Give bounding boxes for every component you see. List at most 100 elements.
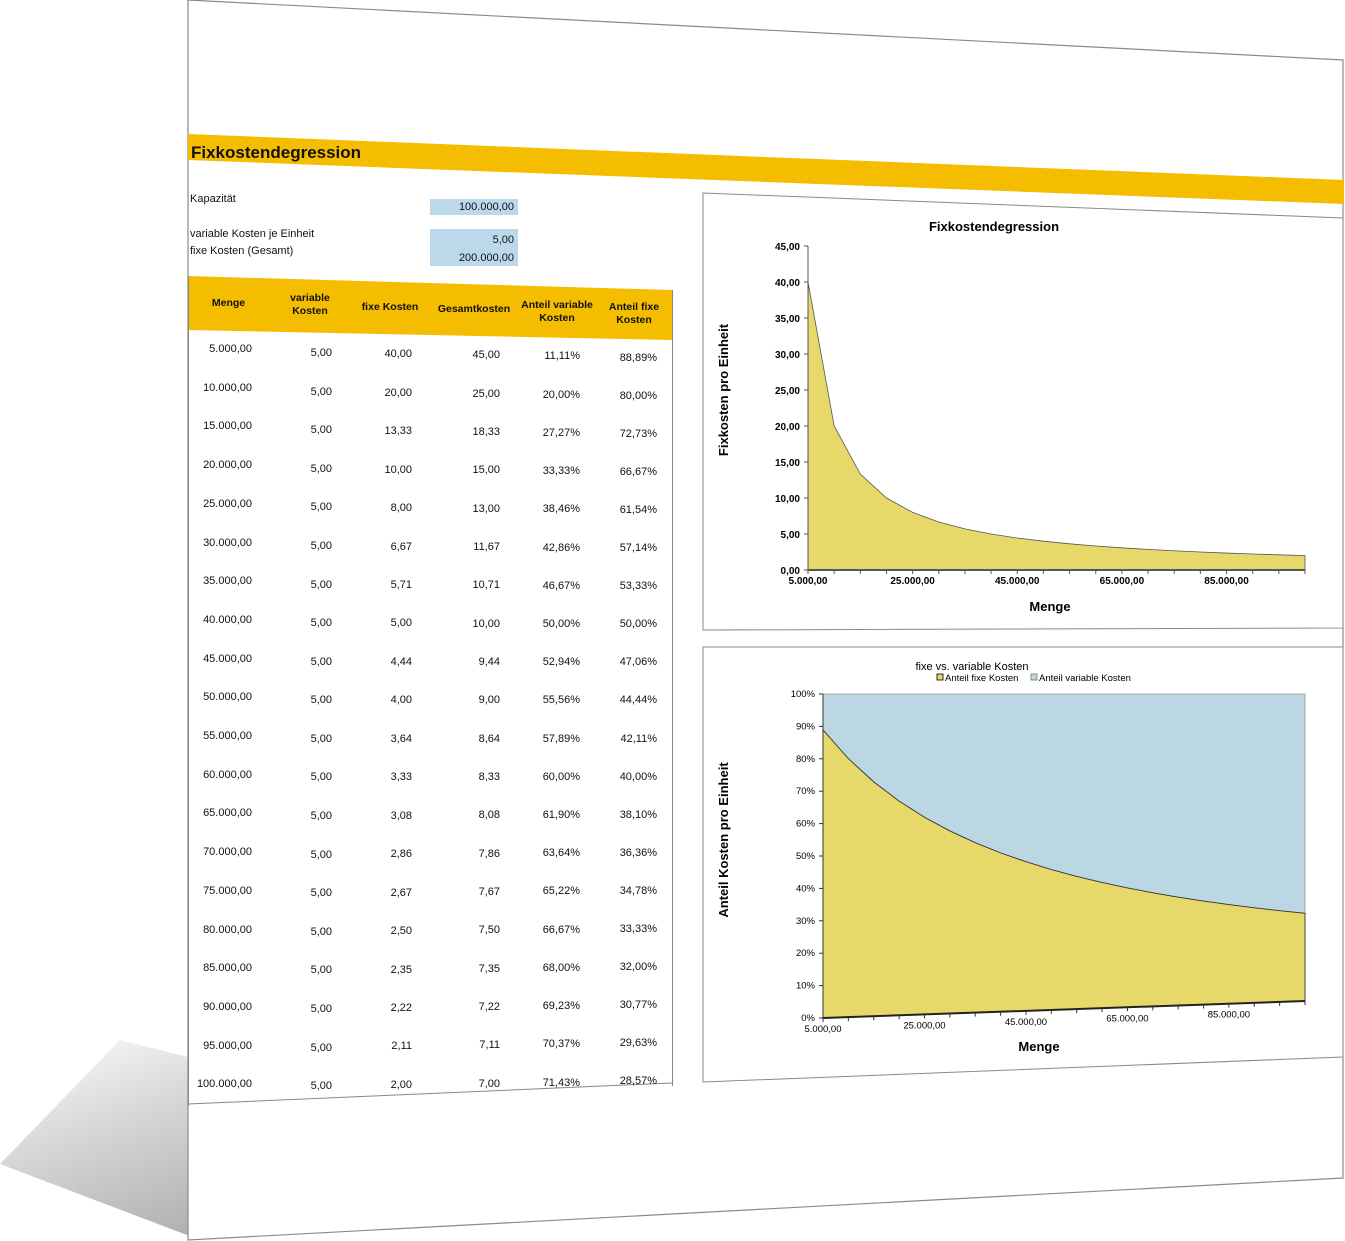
table-cell: 13,00 — [472, 502, 500, 515]
chart2-y-tick-label: 70% — [796, 786, 816, 797]
table-cell: 40,00 — [384, 348, 412, 361]
table-cell: 33,33% — [619, 923, 657, 935]
table-cell: 5,00 — [390, 617, 412, 630]
table-cell: 75.000,00 — [203, 884, 252, 897]
table-cell: 5,00 — [310, 385, 332, 398]
table-cell: 2,86 — [390, 848, 412, 861]
table-cell: 40,00% — [619, 770, 657, 783]
table-cell: 5,00 — [310, 424, 332, 437]
chart2-y-tick-label: 60% — [796, 819, 816, 830]
table-right-border — [672, 290, 673, 1086]
fix-kosten-label: fixe Kosten (Gesamt) — [190, 245, 294, 257]
table-cell: 6,67 — [390, 540, 412, 553]
table-cell: 7,86 — [478, 847, 500, 860]
chart1-area-series — [807, 281, 1306, 571]
table-cell: 4,44 — [390, 655, 412, 668]
table-cell: 2,11 — [391, 1040, 412, 1053]
table-cell: 18,33 — [472, 425, 500, 438]
table-cell: 5,00 — [310, 887, 332, 900]
chart2-x-tick-label: 5.000,00 — [805, 1024, 842, 1035]
table-cell: 7,00 — [478, 1077, 500, 1090]
chart2-y-tick-label: 50% — [796, 851, 816, 862]
table-cell: 61,54% — [619, 503, 657, 516]
page-title: Fixkostendegression — [191, 143, 362, 162]
table-cell: 61,90% — [542, 809, 580, 822]
table-cell: 45,00 — [472, 349, 500, 362]
table-cell: 72,73% — [619, 427, 657, 440]
col-header-anteil-fixe: Anteil fixe Kosten — [608, 301, 660, 326]
table-cell: 11,11% — [544, 350, 580, 363]
table-cell: 5,00 — [310, 810, 332, 823]
chart2-plot-area: 0% 10% 20% 30% 40% 50% 60% 70% 80% 90% 100% 5.000,0… — [791, 689, 1306, 1035]
table-cell: 52,94% — [542, 656, 580, 669]
table-cell: 71,43% — [542, 1076, 580, 1089]
chart2-y-tick-label: 30% — [796, 916, 816, 927]
table-cell: 66,67% — [619, 465, 657, 478]
chart1-y-tick-label: 35,00 — [775, 314, 800, 325]
table-cell: 38,46% — [542, 503, 580, 516]
table-cell: 10,71 — [472, 579, 500, 592]
var-kosten-input[interactable]: 5,00 — [492, 234, 514, 246]
table-cell: 69,23% — [542, 1000, 580, 1013]
table-cell: 5,00 — [310, 578, 332, 591]
table-cell: 7,22 — [478, 1001, 500, 1014]
chart1-x-tick-label: 5.000,00 — [789, 576, 828, 587]
chart2-y-tick-label: 80% — [796, 754, 816, 765]
chart1-y-axis-label: Fixkosten pro Einheit — [716, 323, 731, 456]
chart1-y-tick-label: 45,00 — [775, 242, 800, 253]
table-cell: 8,08 — [478, 809, 500, 822]
table-cell: 5,00 — [310, 462, 332, 475]
chart1-y-tick-label: 20,00 — [775, 422, 800, 433]
table-cell: 2,35 — [390, 963, 412, 976]
col-header-menge: Menge — [211, 297, 246, 309]
legend-label-variable: Anteil variable Kosten — [1039, 673, 1131, 684]
chart2-x-tick-label: 45.000,00 — [1005, 1017, 1047, 1028]
table-cell: 70.000,00 — [203, 846, 252, 859]
table-cell: 5.000,00 — [209, 343, 252, 355]
chart1-y-tick-label: 25,00 — [775, 386, 800, 397]
chart2-y-tick-label: 40% — [796, 883, 816, 894]
table-cell: 5,00 — [310, 694, 332, 707]
fix-kosten-input[interactable]: 200.000,00 — [458, 252, 514, 264]
table-cell: 10.000,00 — [203, 381, 252, 394]
table-cell: 2,22 — [390, 1002, 412, 1015]
table-cell: 29,63% — [619, 1037, 657, 1050]
chart2-title: fixe vs. variable Kosten — [915, 661, 1028, 673]
table-cell: 50,00% — [542, 617, 580, 630]
table-cell: 36,36% — [619, 846, 657, 859]
chart1-x-tick-label: 65.000,00 — [1100, 576, 1145, 587]
chart2-x-axis-label: Menge — [1018, 1039, 1059, 1054]
table-cell: 8,64 — [478, 732, 500, 745]
chart2-y-axis-label: Anteil Kosten pro Einheit — [716, 762, 731, 918]
table-cell: 47,06% — [619, 656, 657, 669]
chart1-y-tick-label: 5,00 — [781, 530, 801, 541]
table-cell: 34,78% — [619, 884, 657, 897]
table-cell: 46,67% — [542, 579, 580, 592]
table-cell: 3,33 — [390, 771, 412, 784]
table-cell: 20,00 — [384, 386, 412, 399]
chart1-x-tick-label: 25.000,00 — [890, 576, 935, 587]
table-cell: 15.000,00 — [203, 420, 252, 433]
table-cell: 40.000,00 — [203, 613, 252, 626]
kapazitaet-input[interactable]: 100.000,00 — [430, 199, 518, 215]
table-cell: 5,00 — [310, 771, 332, 784]
table-cell: 27,27% — [542, 426, 580, 439]
table-cell: 25,00 — [472, 387, 500, 400]
table-cell: 53,33% — [619, 580, 657, 593]
var-kosten-label: variable Kosten je Einheit — [190, 228, 315, 240]
table-cell: 10,00 — [384, 463, 412, 476]
table-cell: 80.000,00 — [203, 923, 252, 936]
col-header-gesamtkosten: Gesamtkosten — [437, 303, 511, 315]
table-cell: 8,33 — [478, 771, 500, 784]
table-cell: 5,00 — [310, 1080, 332, 1093]
legend-label-fixe: Anteil fixe Kosten — [945, 673, 1018, 684]
table-cell: 11,67 — [473, 541, 500, 553]
table-cell: 65.000,00 — [203, 807, 252, 820]
chart1-title: Fixkostendegression — [929, 219, 1059, 234]
table-cell: 20,00% — [542, 388, 580, 401]
table-cell: 2,67 — [390, 886, 412, 899]
table-cell: 8,00 — [390, 502, 412, 515]
table-cell: 60,00% — [542, 770, 580, 783]
table-cell: 7,50 — [478, 924, 500, 937]
table-cell: 66,67% — [542, 923, 580, 936]
